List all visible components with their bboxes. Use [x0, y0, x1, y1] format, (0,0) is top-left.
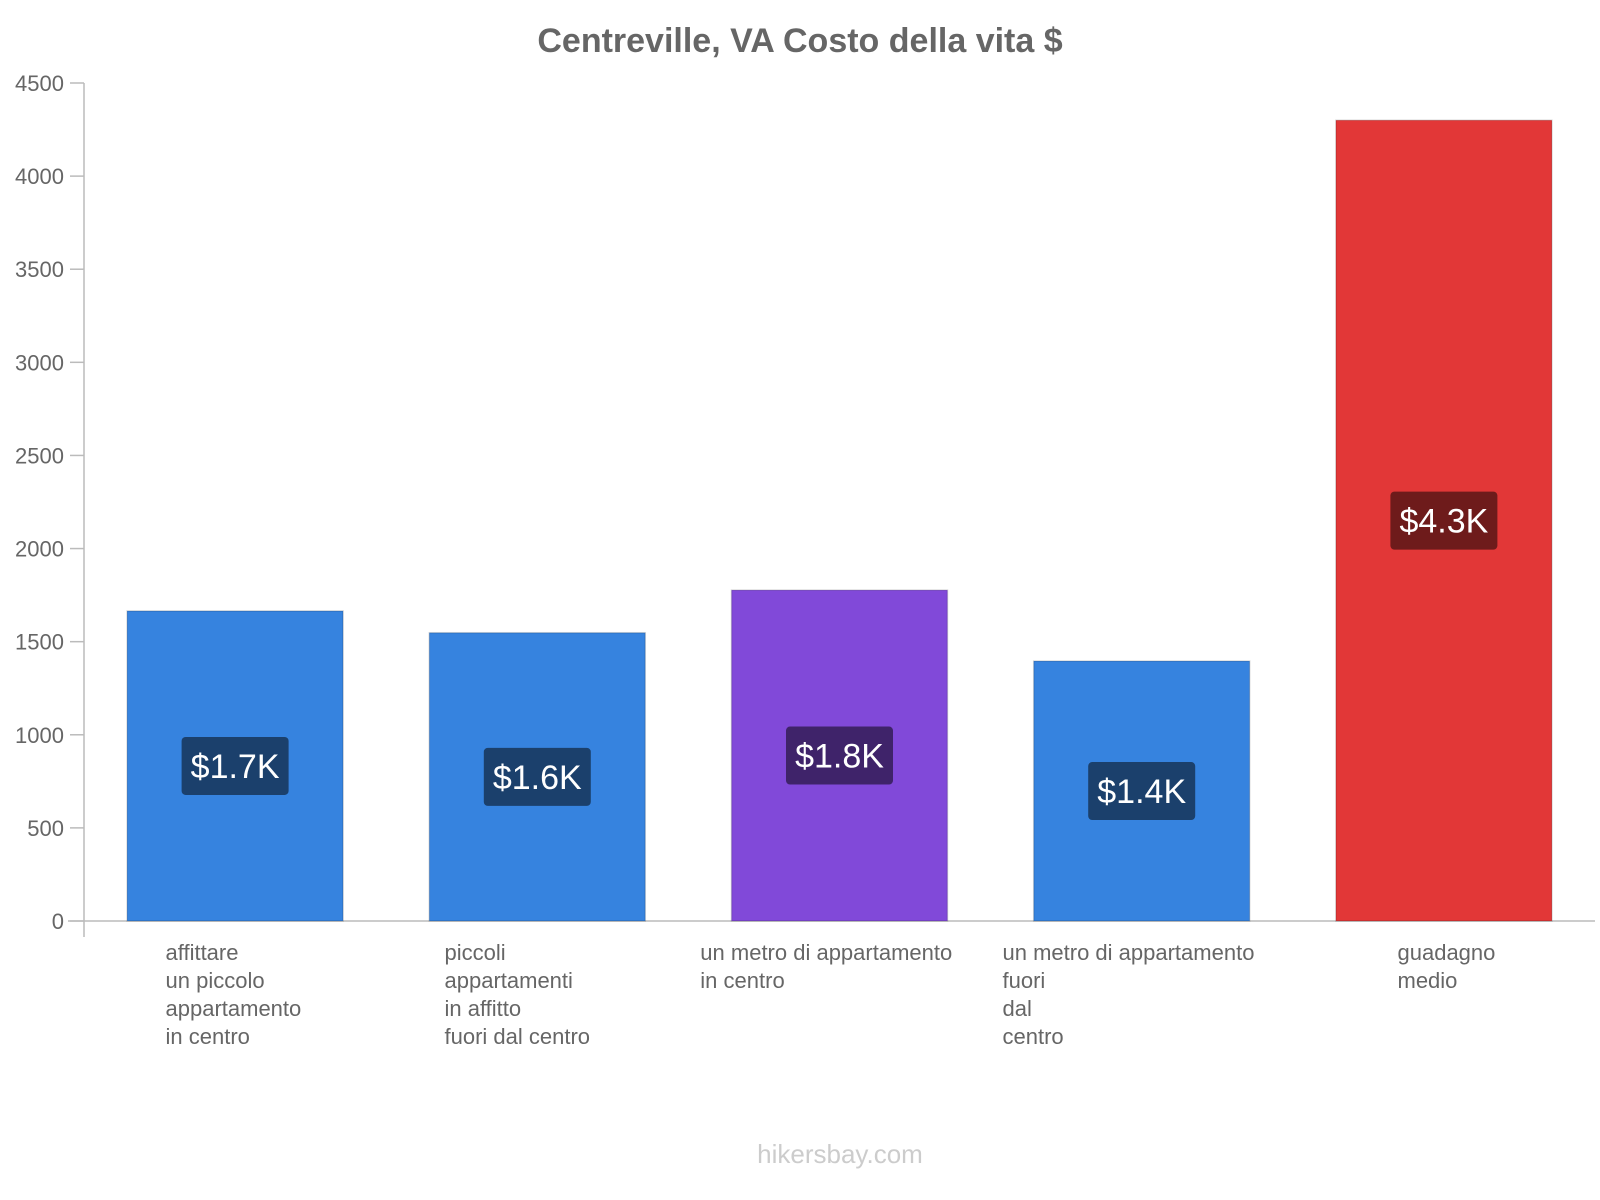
data-label: $4.3K: [1399, 503, 1488, 541]
x-category-label: un metro di appartamento fuori dal centro: [1003, 940, 1255, 1049]
y-tick-label: 2500: [15, 443, 64, 468]
x-category-line: appartamento: [166, 996, 302, 1021]
x-category-line: fuori: [1003, 968, 1046, 993]
x-category-line: appartamenti: [445, 968, 573, 993]
data-label-box: [1390, 491, 1498, 550]
data-label: $1.4K: [1097, 773, 1186, 811]
x-category-line: piccoli: [445, 940, 506, 965]
y-tick-label: 2000: [15, 537, 64, 562]
x-category-line: dal: [1003, 996, 1032, 1021]
y-tick-label: 1000: [15, 723, 64, 748]
x-axis-labels: affittare un piccolo appartamento in centro…: [166, 940, 1496, 1049]
y-tick-label: 3500: [15, 257, 64, 282]
x-category-label: piccoli appartamenti in affitto fuori dal c…: [445, 940, 591, 1049]
x-category-label: affittare un piccolo appartamento in centro: [166, 940, 302, 1049]
bars: $1.7K $1.6K $1.8K $1.4K $4.3K: [126, 119, 1553, 922]
x-category-line: guadagno: [1398, 940, 1496, 965]
data-label: $1.8K: [795, 738, 884, 776]
data-label: $1.7K: [191, 748, 280, 786]
data-label-box: [483, 747, 591, 806]
x-category-line: in centro: [700, 968, 784, 993]
x-category-line: un metro di appartamento: [1003, 940, 1255, 965]
x-category-line: centro: [1003, 1024, 1064, 1049]
y-tick-label: 1500: [15, 630, 64, 655]
watermark: hikersbay.com: [757, 1139, 923, 1169]
x-category-line: in affitto: [445, 996, 522, 1021]
x-category-line: medio: [1398, 968, 1458, 993]
y-tick-label: 4500: [15, 71, 64, 96]
y-tick-label: 3000: [15, 350, 64, 375]
x-category-label: guadagno medio: [1398, 940, 1496, 993]
x-category-line: affittare: [166, 940, 239, 965]
x-category-line: in centro: [166, 1024, 250, 1049]
x-category-label: un metro di appartamento in centro: [700, 940, 952, 993]
data-label-box: [1088, 762, 1196, 821]
data-label-box: [786, 726, 893, 785]
y-tick-label: 500: [27, 816, 64, 841]
x-category-line: un metro di appartamento: [700, 940, 952, 965]
x-category-line: un piccolo: [166, 968, 265, 993]
y-tick-label: 0: [52, 909, 64, 934]
chart-title: Centreville, VA Costo della vita $: [537, 22, 1062, 60]
y-tick-label: 4000: [15, 164, 64, 189]
data-label: $1.6K: [493, 759, 582, 797]
x-category-line: fuori dal centro: [445, 1024, 591, 1049]
data-label-box: [181, 736, 289, 795]
